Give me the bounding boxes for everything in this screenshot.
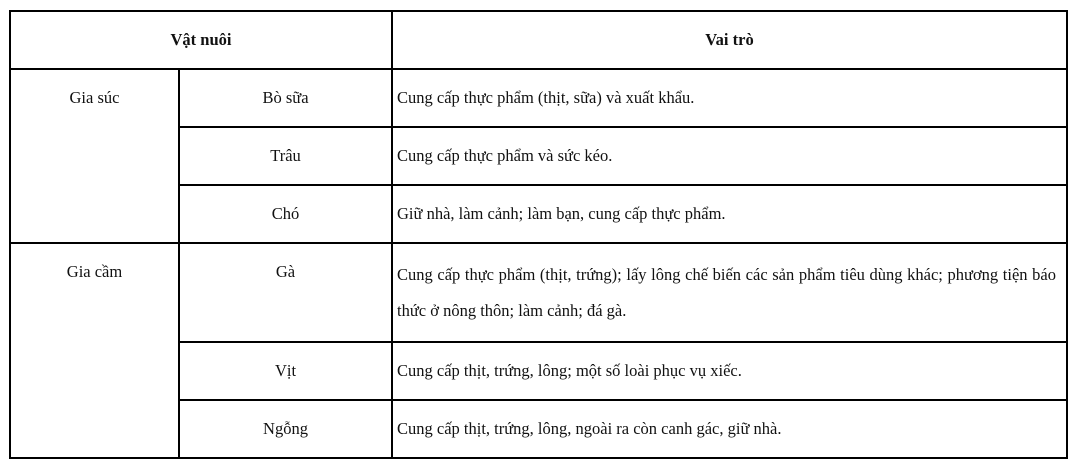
role-cell: Cung cấp thịt, trứng, lông; một số loài … — [391, 341, 1068, 401]
animal-cell: Gà — [178, 242, 393, 343]
role-cell: Cung cấp thịt, trứng, lông, ngoài ra còn… — [391, 399, 1068, 459]
animal-cell: Vịt — [178, 341, 393, 401]
table-row: Gia cầm Gà Cung cấp thực phẩm (thịt, trứ… — [9, 242, 1068, 459]
animal-cell: Chó — [178, 184, 393, 244]
role-cell: Cung cấp thực phẩm và sức kéo. — [391, 126, 1068, 186]
role-cell: Cung cấp thực phẩm (thịt, sữa) và xuất k… — [391, 68, 1068, 128]
table-row: Ngỗng Cung cấp thịt, trứng, lông, ngoài … — [10, 399, 1068, 459]
animal-cell: Ngỗng — [178, 399, 393, 459]
group-name: Gia súc — [9, 68, 180, 244]
header-role: Vai trò — [391, 10, 1068, 70]
header-animal: Vật nuôi — [9, 10, 393, 70]
table-row: Vịt Cung cấp thịt, trứng, lông; một số l… — [10, 341, 1068, 401]
table-row: Chó Giữ nhà, làm cảnh; làm bạn, cung cấp… — [10, 184, 1068, 244]
role-cell: Giữ nhà, làm cảnh; làm bạn, cung cấp thự… — [391, 184, 1068, 244]
header-row: Vật nuôi Vai trò — [9, 10, 1068, 70]
animal-cell: Bò sữa — [178, 68, 393, 128]
role-cell: Cung cấp thực phẩm (thịt, trứng); lấy lô… — [391, 242, 1068, 343]
livestock-roles-table: Vật nuôi Vai trò Gia súc Bò sữa Cung cấp… — [9, 10, 1068, 459]
animal-cell: Trâu — [178, 126, 393, 186]
table-row: Trâu Cung cấp thực phẩm và sức kéo. — [10, 126, 1068, 186]
group-name: Gia cầm — [9, 242, 180, 459]
table-row: Gia súc Bò sữa Cung cấp thực phẩm (thịt,… — [9, 68, 1068, 244]
